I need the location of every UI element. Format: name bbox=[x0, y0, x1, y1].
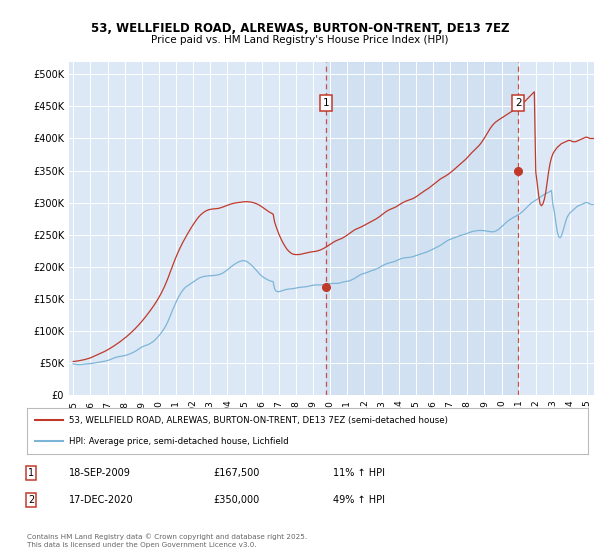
Text: HPI: Average price, semi-detached house, Lichfield: HPI: Average price, semi-detached house,… bbox=[69, 437, 289, 446]
Text: 18-SEP-2009: 18-SEP-2009 bbox=[69, 468, 131, 478]
Text: 17-DEC-2020: 17-DEC-2020 bbox=[69, 495, 134, 505]
Text: 53, WELLFIELD ROAD, ALREWAS, BURTON-ON-TRENT, DE13 7EZ: 53, WELLFIELD ROAD, ALREWAS, BURTON-ON-T… bbox=[91, 22, 509, 35]
Text: Price paid vs. HM Land Registry's House Price Index (HPI): Price paid vs. HM Land Registry's House … bbox=[151, 35, 449, 45]
Text: 1: 1 bbox=[28, 468, 34, 478]
Text: 2: 2 bbox=[28, 495, 34, 505]
Text: 53, WELLFIELD ROAD, ALREWAS, BURTON-ON-TRENT, DE13 7EZ (semi-detached house): 53, WELLFIELD ROAD, ALREWAS, BURTON-ON-T… bbox=[69, 416, 448, 424]
Text: £167,500: £167,500 bbox=[213, 468, 259, 478]
Text: 49% ↑ HPI: 49% ↑ HPI bbox=[333, 495, 385, 505]
Text: £350,000: £350,000 bbox=[213, 495, 259, 505]
Bar bbox=[326, 62, 518, 395]
Text: 11% ↑ HPI: 11% ↑ HPI bbox=[333, 468, 385, 478]
Text: 1: 1 bbox=[323, 98, 329, 108]
Text: Contains HM Land Registry data © Crown copyright and database right 2025.
This d: Contains HM Land Registry data © Crown c… bbox=[27, 533, 307, 548]
Text: 2: 2 bbox=[515, 98, 521, 108]
